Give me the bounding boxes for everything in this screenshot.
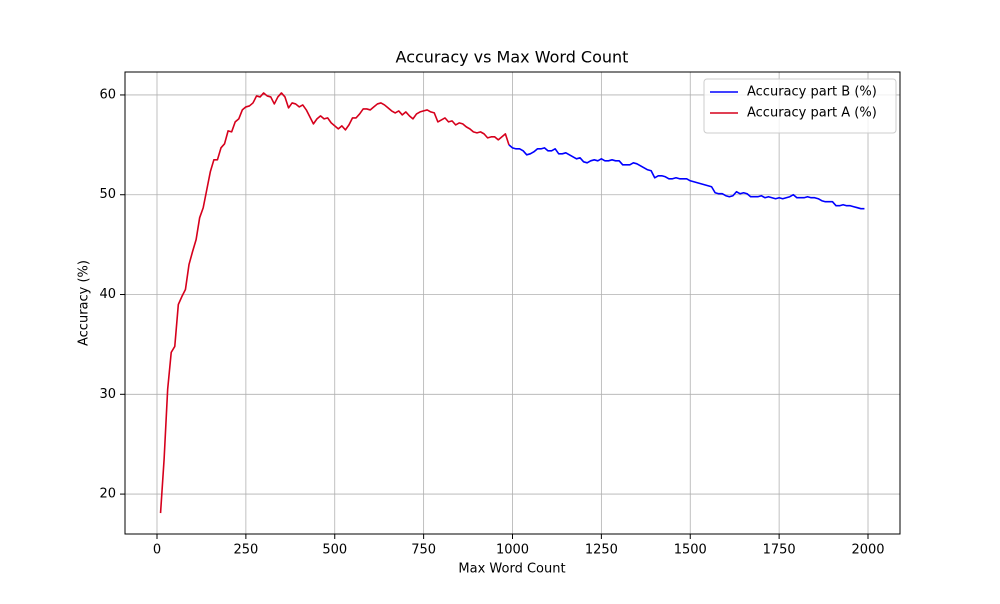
y-axis-label: Accuracy (%): [77, 260, 92, 346]
x-tick-label: 1250: [585, 543, 618, 558]
chart-title: Accuracy vs Max Word Count: [396, 48, 629, 67]
x-tick-label: 1500: [674, 543, 707, 558]
legend-label: Accuracy part B (%): [747, 85, 877, 100]
x-tick-label: 1000: [496, 543, 529, 558]
series-line: [159, 92, 510, 514]
y-tick-label: 60: [99, 87, 116, 102]
x-tick-label: 0: [153, 543, 161, 558]
x-tick-label: 2000: [851, 543, 884, 558]
x-tick-label: 750: [411, 543, 436, 558]
series-line: [508, 144, 865, 210]
y-tick-label: 30: [99, 387, 116, 402]
legend-box: [703, 78, 897, 134]
x-tick-label: 1750: [763, 543, 796, 558]
x-tick-label: 500: [322, 543, 347, 558]
y-tick-label: 40: [99, 287, 116, 302]
x-axis-label: Max Word Count: [458, 562, 565, 577]
plot-frame: [124, 71, 901, 535]
legend-label: Accuracy part A (%): [747, 106, 877, 121]
x-tick-label: 250: [233, 543, 258, 558]
y-tick-label: 50: [99, 187, 116, 202]
y-tick-label: 20: [99, 487, 116, 502]
